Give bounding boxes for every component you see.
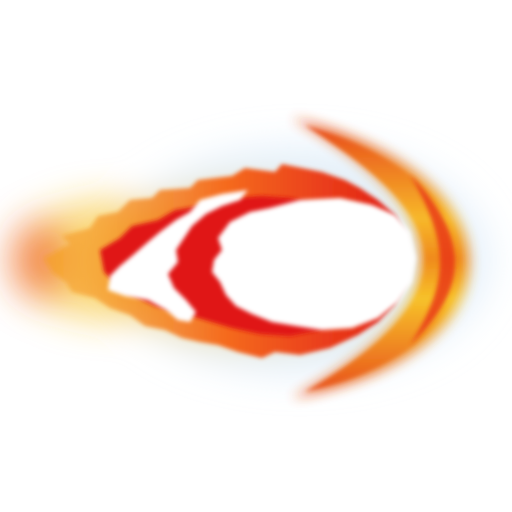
crescent-shockwave <box>292 118 470 398</box>
white-core <box>108 190 416 330</box>
